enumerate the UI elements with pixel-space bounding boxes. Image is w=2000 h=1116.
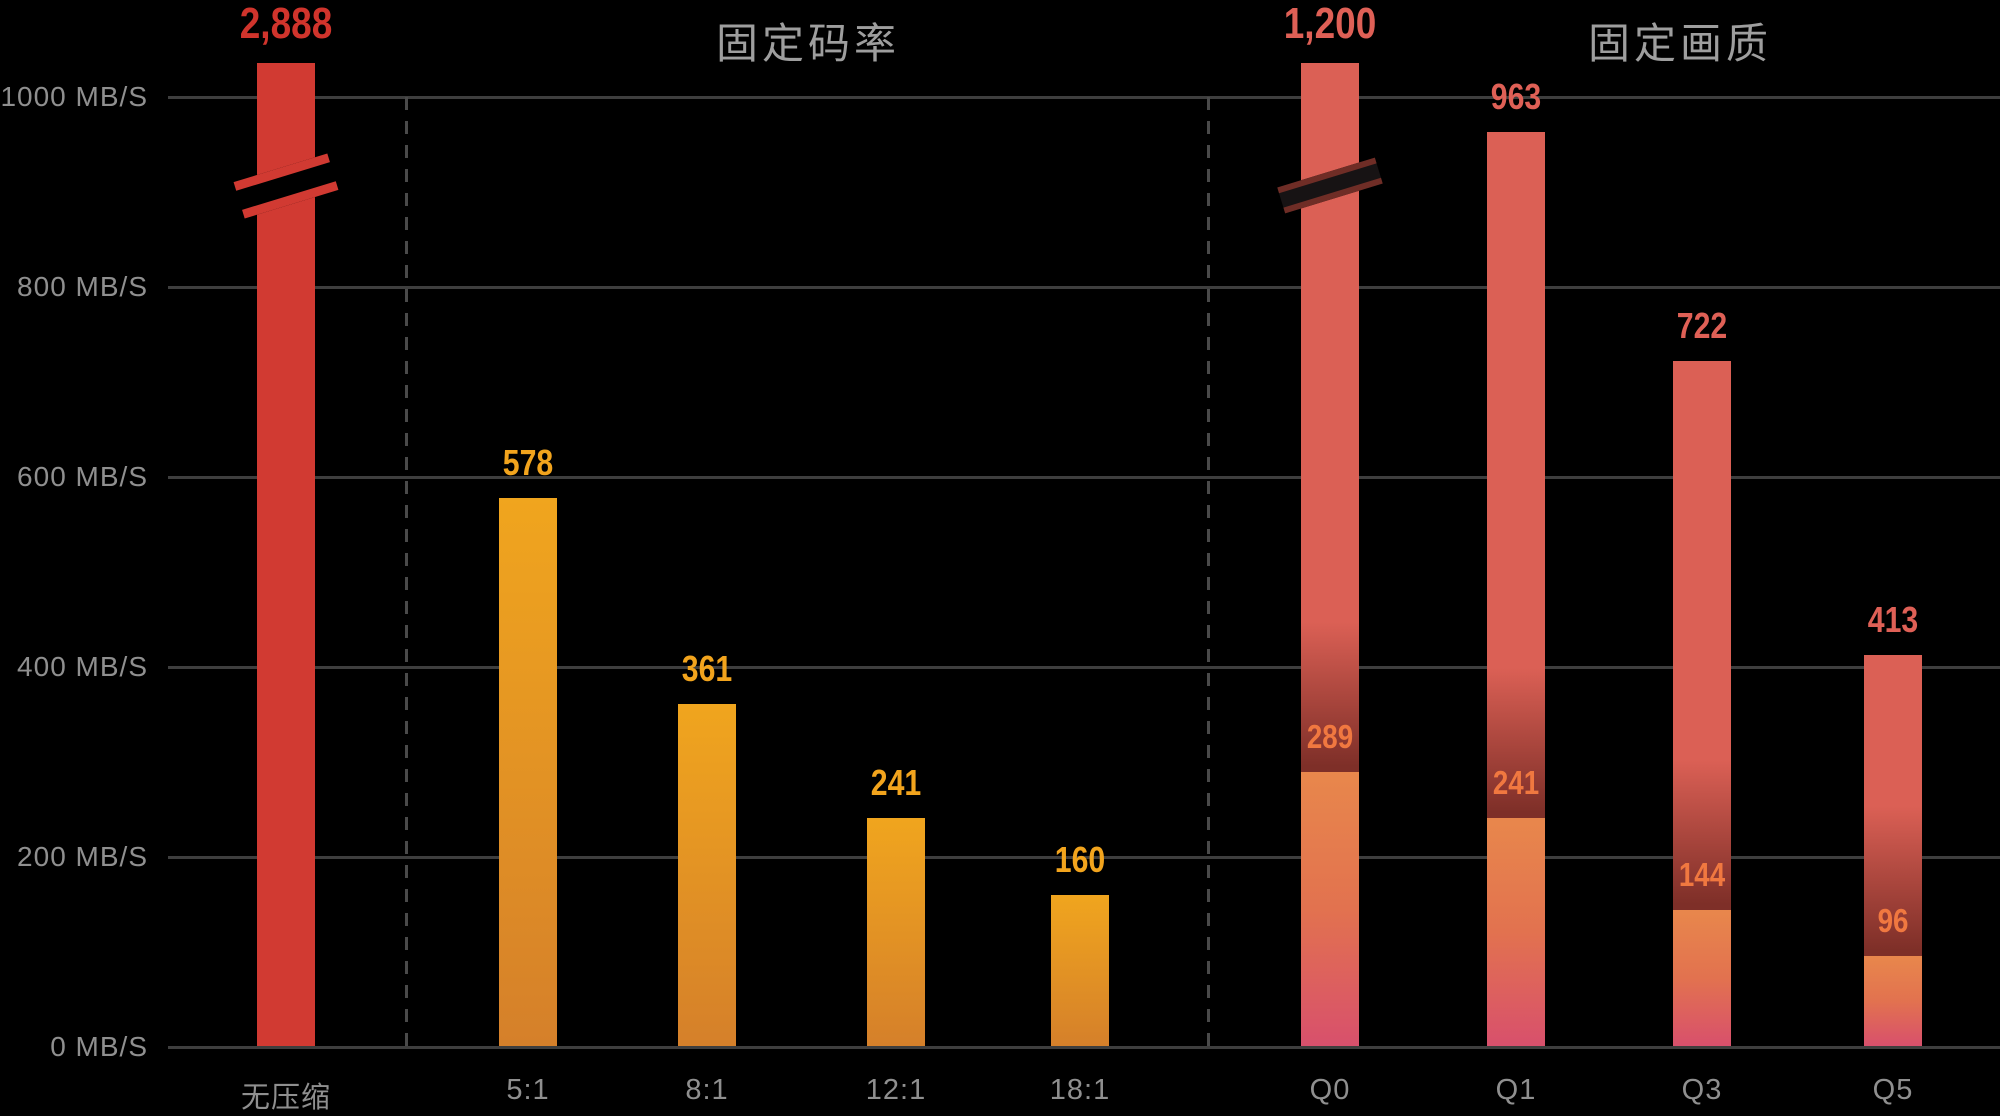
x-axis-category-label-q1: Q1 (1495, 1074, 1537, 1106)
y-axis-tick-label: 200 MB/S (17, 841, 148, 872)
bar-18-1 (1051, 895, 1109, 1046)
bar-inner-value-label-q3: 144 (1678, 856, 1726, 893)
bar-q0 (1301, 63, 1359, 1046)
section-separator-2 (1207, 97, 1210, 1047)
x-axis-category-label-q3: Q3 (1681, 1074, 1723, 1106)
bar-value-label-q3: 722 (1676, 305, 1728, 346)
x-axis-category-label-8-1: 8:1 (685, 1074, 729, 1106)
gridline-0 (168, 1046, 2000, 1049)
x-axis-category-label-12-1: 12:1 (865, 1074, 927, 1106)
bar-value-label-q1: 963 (1490, 76, 1542, 117)
y-axis-tick-label: 400 MB/S (17, 651, 148, 682)
gridline-400 (168, 666, 2000, 669)
bar-value-label-18-1: 160 (1054, 839, 1106, 880)
bar-q5 (1864, 655, 1922, 1046)
bar-value-label-8-1: 361 (681, 648, 733, 689)
y-axis-tick-label: 600 MB/S (17, 461, 148, 492)
bar-12-1 (867, 818, 925, 1046)
x-axis-category-label-uncompressed: 无压缩 (240, 1082, 332, 1114)
x-axis-category-label-q5: Q5 (1872, 1074, 1914, 1106)
y-axis-tick-label: 800 MB/S (17, 271, 148, 302)
gridline-800 (168, 286, 2000, 289)
section-separator-1 (405, 97, 408, 1047)
bar-inner-value-label-q5: 96 (1877, 902, 1909, 939)
x-axis-category-label-5-1: 5:1 (506, 1074, 550, 1106)
bar-q3 (1673, 361, 1731, 1046)
bar-uncompressed (257, 63, 315, 1046)
bar-8-1 (678, 704, 736, 1046)
bar-q1 (1487, 132, 1545, 1046)
bar-value-label-uncompressed: 2,888 (239, 0, 333, 48)
bar-value-label-q5: 413 (1867, 599, 1919, 640)
gridline-1000 (168, 96, 2000, 99)
x-axis-category-label-18-1: 18:1 (1049, 1074, 1111, 1106)
section-title-fixed-bitrate: 固定码率 (715, 20, 900, 67)
bar-value-label-5-1: 578 (502, 442, 554, 483)
bar-inner-value-label-q1: 241 (1492, 764, 1540, 801)
gridline-600 (168, 476, 2000, 479)
section-title-fixed-quality: 固定画质 (1587, 20, 1772, 67)
gridline-200 (168, 856, 2000, 859)
bar-inner-value-label-q0: 289 (1306, 718, 1354, 755)
y-axis-tick-label: 1000 MB/S (0, 81, 148, 112)
bar-5-1 (499, 498, 557, 1046)
y-axis-tick-label: 0 MB/S (50, 1031, 148, 1062)
bar-value-label-12-1: 241 (870, 762, 922, 803)
x-axis-category-label-q0: Q0 (1309, 1074, 1351, 1106)
bar-value-label-q0: 1,200 (1283, 0, 1377, 48)
